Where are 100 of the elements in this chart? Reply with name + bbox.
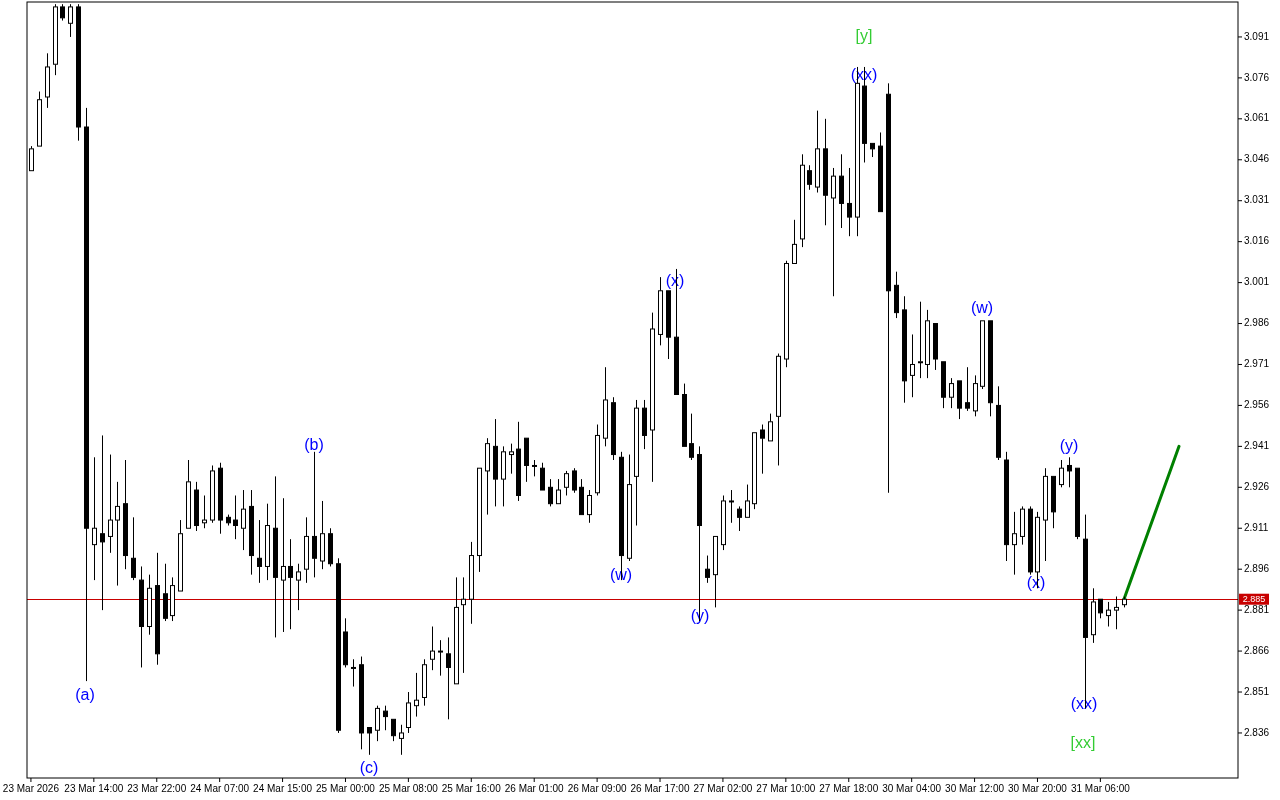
candlestick	[493, 418, 498, 507]
candlestick	[949, 377, 954, 409]
candlestick	[155, 552, 160, 666]
line-series	[1122, 444, 1181, 601]
y-tick-label: 3.061	[1244, 112, 1270, 124]
candlestick	[414, 672, 419, 718]
candlestick	[823, 118, 828, 226]
candlestick	[1012, 511, 1017, 576]
annotation: [xx]	[1070, 734, 1096, 752]
annotation: (xx)	[1070, 695, 1098, 713]
x-tick-label: 27 Mar 02:00	[693, 783, 753, 794]
candlestick	[241, 489, 246, 551]
candlestick	[115, 481, 120, 587]
candlestick	[925, 309, 930, 379]
candlestick	[634, 399, 639, 527]
candlestick	[807, 164, 812, 191]
candlestick	[233, 495, 238, 540]
candlestick	[92, 456, 97, 581]
y-tick-label: 2.956	[1244, 399, 1270, 411]
y-tick-label: 3.016	[1244, 235, 1270, 247]
y-tick-label: 2.941	[1244, 440, 1270, 452]
x-tick-label: 30 Mar 20:00	[1008, 783, 1068, 794]
y-tick-label: 2.911	[1244, 521, 1269, 533]
y-tick-label: 2.836	[1244, 726, 1270, 738]
candlestick	[147, 574, 152, 636]
annotation: [y]	[855, 27, 873, 45]
x-tick-label: 30 Mar 12:00	[945, 783, 1005, 794]
candlestick	[406, 691, 411, 734]
candlestick	[123, 459, 128, 570]
y-tick-label: 2.866	[1244, 644, 1270, 656]
candlestick	[902, 295, 907, 404]
y-tick-label: 2.971	[1244, 358, 1270, 370]
candlestick	[847, 167, 852, 237]
candlestick	[139, 565, 144, 668]
candlestick	[265, 503, 270, 581]
candlestick	[84, 107, 89, 682]
x-tick-label: 30 Mar 04:00	[882, 783, 942, 794]
x-tick-label: 23 Mar 22:00	[127, 783, 187, 794]
x-tick-label: 25 Mar 08:00	[378, 783, 439, 794]
candlestick	[815, 110, 820, 194]
x-tick-label: 26 Mar 09:00	[567, 783, 628, 794]
candlestick	[351, 658, 356, 688]
candlestick	[658, 276, 663, 346]
y-tick-label: 2.896	[1244, 562, 1270, 574]
y-tick-label: 2.851	[1244, 685, 1270, 697]
candlestick	[249, 489, 254, 576]
candlestick	[910, 333, 915, 398]
candlestick	[918, 301, 923, 379]
y-tick-label: 3.031	[1244, 194, 1270, 206]
candlestick	[886, 82, 891, 494]
candlestick	[611, 396, 616, 461]
ref-line-label: 2.885	[1242, 593, 1266, 604]
y-tick-label: 2.881	[1244, 603, 1270, 615]
candlestick	[1114, 595, 1119, 630]
y-tick-label: 3.091	[1244, 30, 1270, 42]
y-tick-label: 2.986	[1244, 317, 1270, 329]
candlestick	[218, 462, 223, 535]
annotation: (y)	[1059, 437, 1079, 455]
candlestick	[288, 538, 293, 630]
candlestick	[45, 52, 50, 109]
candlestick	[1067, 456, 1072, 488]
candlestick	[485, 437, 490, 516]
candlestick	[839, 153, 844, 229]
x-tick-label: 23 Mar 14:00	[64, 783, 124, 794]
y-tick-label: 3.046	[1244, 153, 1270, 165]
candlestick	[587, 489, 592, 524]
candlestick	[273, 475, 278, 638]
candlestick	[281, 497, 286, 633]
x-tick-label: 25 Mar 16:00	[441, 783, 502, 794]
y-tick-label: 3.001	[1244, 276, 1270, 288]
candlestick	[312, 451, 317, 578]
x-tick-label: 24 Mar 15:00	[253, 783, 313, 794]
candlestick	[469, 541, 474, 625]
candlestick	[304, 516, 309, 584]
candlestick	[516, 421, 521, 502]
annotation: (b)	[304, 436, 324, 454]
x-tick-label: 23 Mar 2026	[2, 783, 60, 794]
x-tick-label: 27 Mar 10:00	[756, 783, 816, 794]
candlestick	[430, 626, 435, 671]
x-tick-label: 27 Mar 18:00	[819, 783, 879, 794]
candlestick	[705, 555, 710, 584]
candlestick	[1043, 467, 1048, 562]
y-tick-label: 3.076	[1244, 71, 1270, 83]
candlestick	[108, 454, 113, 554]
candlestick	[422, 658, 427, 707]
candlestick	[642, 399, 647, 450]
candlestick	[461, 576, 466, 674]
candlestick	[729, 489, 734, 524]
y-tick-label: 2.926	[1244, 480, 1270, 492]
candlestick	[1091, 587, 1096, 644]
annotation: (a)	[75, 686, 95, 704]
candlestick	[650, 312, 655, 483]
candlestick	[202, 495, 207, 529]
x-tick-label: 31 Mar 06:00	[1070, 783, 1131, 794]
candlestick	[438, 639, 443, 677]
candlestick	[894, 271, 899, 319]
candlestick	[257, 519, 262, 584]
x-tick-label: 26 Mar 01:00	[504, 783, 565, 794]
x-tick-label: 24 Mar 07:00	[190, 783, 250, 794]
annotation: (w)	[970, 299, 994, 317]
